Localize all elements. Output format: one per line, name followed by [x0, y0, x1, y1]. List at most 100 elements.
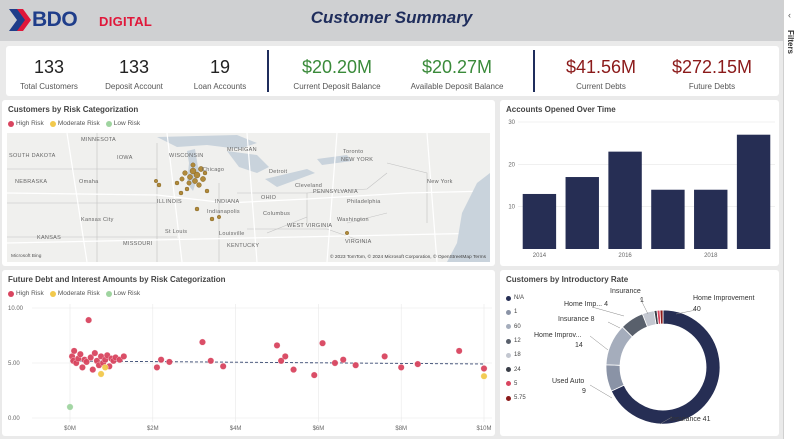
filters-label[interactable]: Filters	[786, 30, 795, 55]
map-credit[interactable]: © 2023 TomTom, © 2024 Microsoft Corporat…	[330, 255, 486, 260]
scatter-point[interactable]	[339, 356, 347, 364]
accounts-chart-card: Accounts Opened Over Time 10 20 30 2014 2016…	[500, 100, 779, 266]
scatter-point[interactable]	[455, 347, 463, 355]
donut-legend: N/A 1 60 12 18 24 5 5.75	[506, 291, 526, 405]
legend-low-risk[interactable]: Low Risk	[105, 290, 140, 297]
bar-2019[interactable]	[736, 134, 771, 249]
scatter-point[interactable]	[273, 342, 281, 349]
bar-chart[interactable]: 10 20 30 2014 2016 2018	[500, 100, 779, 266]
scatter-point[interactable]	[153, 364, 161, 371]
scatter-point[interactable]	[166, 358, 173, 366]
donut-callout: Insurance 41	[670, 416, 711, 423]
scatter-point[interactable]	[70, 347, 78, 355]
scatter-point[interactable]	[219, 362, 227, 370]
scatter-point[interactable]	[397, 364, 405, 371]
donut-legend-item[interactable]: 24	[506, 362, 526, 376]
scatter-point[interactable]	[480, 372, 488, 380]
x-tick-label: $4M	[230, 426, 242, 432]
legend-high-risk[interactable]: High Risk	[8, 120, 44, 127]
donut-legend-item[interactable]: N/A	[506, 291, 526, 305]
scatter-point[interactable]	[91, 349, 99, 357]
scatter-point[interactable]	[319, 339, 326, 347]
scatter-point[interactable]	[85, 316, 92, 324]
card-title: Future Debt and Interest Amounts by Risk…	[8, 275, 226, 284]
x-tick-label: $0M	[64, 426, 76, 432]
scatter-point[interactable]	[77, 350, 84, 358]
map-label: VIRGINIA	[345, 239, 372, 245]
legend-dot-icon	[506, 338, 511, 344]
legend-high-risk[interactable]: High Risk	[8, 290, 44, 297]
scatter-point[interactable]	[414, 360, 422, 368]
kpi-label: Current Deposit Balance	[293, 82, 381, 91]
legend-moderate-risk[interactable]: Moderate Risk	[49, 290, 100, 297]
donut-callout: Insurance 8	[558, 316, 595, 323]
scatter-point[interactable]	[310, 371, 318, 379]
map-label: KANSAS	[37, 235, 62, 241]
kpi-value: $20.20M	[301, 57, 373, 77]
bar-2017[interactable]	[651, 189, 685, 249]
scatter-point[interactable]	[89, 366, 97, 373]
scatter-point[interactable]	[277, 357, 285, 365]
legend-low-risk[interactable]: Low Risk	[105, 120, 140, 127]
legend-label: 1	[514, 309, 518, 316]
scatter-point[interactable]	[331, 359, 339, 367]
x-tick-label: 2018	[704, 253, 718, 259]
donut-callout: Home Improvement	[693, 295, 755, 302]
legend-dot-icon	[506, 381, 511, 387]
lake-erie	[265, 169, 315, 187]
kpi-available-deposit-balance: $20.27M Available Deposit Balance	[404, 46, 510, 91]
lake-huron	[227, 151, 269, 173]
bar-2018[interactable]	[694, 189, 728, 249]
map-label: Toronto	[343, 149, 364, 155]
legend-moderate-risk[interactable]: Moderate Risk	[49, 120, 100, 127]
kpi-divider	[267, 50, 269, 92]
bar-2015[interactable]	[565, 177, 599, 249]
y-tick-label: 30	[508, 120, 515, 126]
legend-dot-icon	[506, 324, 511, 330]
donut-legend-item[interactable]: 5	[506, 377, 526, 391]
map-label: IOWA	[117, 155, 133, 161]
bar-2014[interactable]	[522, 193, 557, 249]
scatter-point[interactable]	[381, 353, 388, 360]
kpi-divider	[533, 50, 535, 92]
map-label: St Louis	[165, 229, 188, 235]
scatter-point[interactable]	[207, 357, 215, 365]
donut-slice-5.75[interactable]	[659, 309, 664, 325]
kpi-card: 133 Total Customers 133 Deposit Account …	[6, 46, 779, 96]
risk-legend: High Risk Moderate Risk Low Risk	[8, 290, 140, 297]
bar-2016[interactable]	[608, 151, 642, 249]
lake-superior	[157, 135, 257, 149]
donut-legend-item[interactable]: 5.75	[506, 391, 526, 405]
filters-pane[interactable]: ‹ Filters	[783, 0, 800, 439]
scatter-point[interactable]	[281, 353, 289, 360]
map-background	[7, 133, 490, 262]
donut-legend-item[interactable]: 60	[506, 320, 526, 334]
map-label: WISCONSIN	[169, 153, 204, 159]
donut-legend-item[interactable]: 18	[506, 348, 526, 362]
collapse-arrow-icon[interactable]: ‹	[788, 10, 791, 20]
scatter-point[interactable]	[120, 353, 128, 360]
map-view[interactable]: MINNESOTA WISCONSIN MICHIGAN SOUTH DAKOT…	[7, 133, 490, 262]
scatter-point[interactable]	[101, 364, 109, 371]
scatter-point[interactable]	[87, 354, 95, 361]
scatter-point[interactable]	[352, 361, 360, 369]
scatter-point[interactable]	[83, 358, 90, 366]
y-tick-label: 0.00	[8, 416, 20, 422]
x-tick-label: $8M	[395, 426, 407, 432]
donut-chart[interactable]	[500, 270, 779, 436]
donut-slice-N/A[interactable]	[610, 309, 721, 425]
scatter-point[interactable]	[480, 365, 488, 372]
scatter-point[interactable]	[66, 403, 74, 411]
scatter-point[interactable]	[97, 370, 105, 378]
legend-label: Moderate Risk	[57, 290, 100, 297]
map-label: New York	[427, 179, 453, 185]
map-label: WEST VIRGINIA	[287, 223, 333, 229]
scatter-point[interactable]	[199, 338, 206, 346]
scatter-point[interactable]	[157, 356, 165, 364]
scatter-point[interactable]	[290, 366, 297, 373]
donut-legend-item[interactable]: 12	[506, 334, 526, 348]
scatter-chart[interactable]: 0.00 5.00 10.00 $0M $2M $4M $6M $8M $10M	[2, 270, 495, 436]
scatter-point[interactable]	[79, 364, 86, 371]
donut-legend-item[interactable]: 1	[506, 305, 526, 319]
kpi-label: Available Deposit Balance	[410, 82, 504, 91]
